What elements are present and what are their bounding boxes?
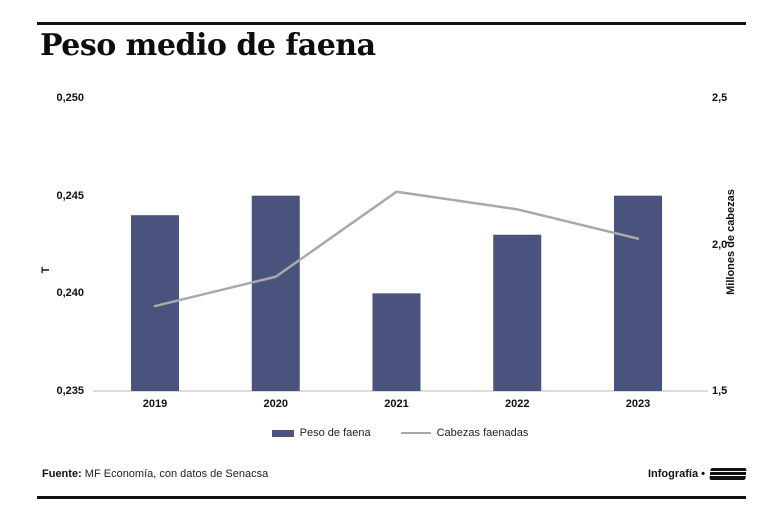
right-axis-tick: 2,0	[712, 238, 728, 251]
left-axis-tick: 0,250	[56, 92, 84, 104]
legend-item-peso-de-faena: Peso de faena	[271, 427, 371, 439]
source-text: MF Economía, con datos de Senacsa	[84, 468, 269, 480]
legend-label: Cabezas faenadas	[436, 427, 529, 439]
line-cabezas-faenadas	[153, 190, 640, 308]
top-rule	[37, 22, 746, 25]
x-axis-label: 2022	[505, 398, 530, 410]
bar-2020	[251, 195, 300, 391]
credit: Infografía •	[647, 468, 747, 480]
legend-item-cabezas-faenadas: Cabezas faenadas	[400, 427, 529, 439]
bottom-rule	[37, 496, 746, 499]
bar-2022	[493, 234, 542, 391]
right-axis-tick: 1,5	[712, 385, 728, 397]
chart-legend: Peso de faena Cabezas faenadas	[95, 427, 705, 439]
left-axis-tick: 0,235	[56, 385, 84, 397]
left-axis-tick: 0,245	[56, 189, 84, 202]
right-axis-tick: 2,5	[712, 92, 728, 104]
x-axis-label: 2021	[384, 398, 409, 410]
bar-2023	[614, 195, 662, 391]
bar-2021	[372, 293, 421, 391]
left-axis-tick: 0,240	[56, 287, 84, 300]
source-label: Fuente:	[42, 468, 82, 480]
x-axis-label: 2020	[263, 398, 288, 410]
publisher-logo-icon	[709, 468, 747, 480]
line-swatch-icon	[400, 432, 431, 434]
legend-label: Peso de faena	[299, 427, 371, 439]
bar-swatch-icon	[271, 429, 294, 437]
source-note: Fuente: MF Economía, con datos de Senacs…	[42, 468, 268, 480]
page-title: Peso medio de faena	[40, 28, 376, 63]
credit-label: Infografía •	[647, 468, 705, 480]
x-axis-label: 2023	[625, 398, 651, 410]
x-axis-label: 2019	[142, 398, 168, 410]
